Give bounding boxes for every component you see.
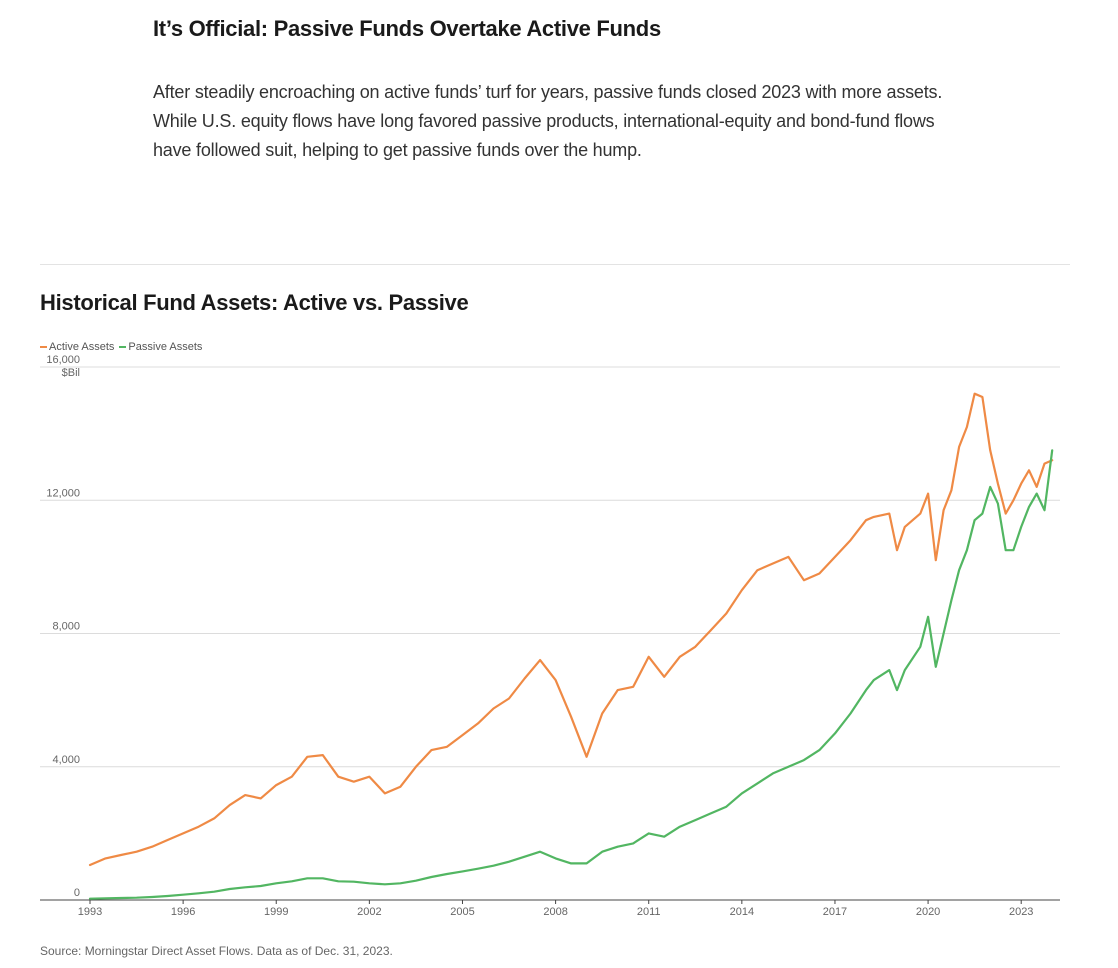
y-tick-label-12000: 12,000: [46, 487, 80, 499]
line-chart: 0 4,000 8,000 12,000 16,000$Bil 1993 1996 1999 2…: [40, 355, 1060, 915]
legend-swatch-active: [40, 346, 47, 348]
y-unit-label: $Bil: [62, 367, 80, 379]
series-line-passive-assets: [88, 449, 1054, 900]
legend-label-passive: Passive Assets: [128, 341, 203, 353]
x-tick-label-2020: 2020: [916, 906, 940, 915]
x-tick-label-2008: 2008: [543, 906, 567, 915]
x-tick-label-2011: 2011: [637, 906, 661, 915]
intro-paragraph: After steadily encroaching on active fun…: [153, 82, 943, 160]
x-tick-label-2023: 2023: [1009, 906, 1033, 915]
legend-swatch-passive: [119, 346, 127, 348]
source-note: Source: Morningstar Direct Asset Flows. …: [40, 944, 393, 958]
x-tick-label-2002: 2002: [357, 906, 381, 915]
x-tick-label-1993: 1993: [78, 906, 102, 915]
x-tick-label-2014: 2014: [730, 906, 754, 915]
x-tick-label-2017: 2017: [823, 906, 847, 915]
x-tick-label-2005: 2005: [450, 906, 474, 915]
legend-label-active: Active Assets: [49, 341, 115, 353]
chart-title: Historical Fund Assets: Active vs. Passi…: [40, 290, 469, 315]
series-line-active-assets: [88, 392, 1054, 867]
y-tick-label-16000: 16,000: [46, 355, 80, 366]
x-tick-label-1996: 1996: [171, 906, 195, 915]
chart-legend: Active Assets Passive Assets: [40, 341, 202, 353]
x-tick-label-1999: 1999: [264, 906, 288, 915]
y-tick-label-0: 0: [74, 887, 80, 899]
page-headline: It’s Official: Passive Funds Overtake Ac…: [153, 16, 661, 41]
section-divider: [40, 264, 1070, 265]
y-tick-label-8000: 8,000: [52, 621, 80, 633]
y-tick-label-4000: 4,000: [52, 754, 80, 766]
legend-item-passive: Passive Assets: [119, 341, 202, 353]
legend-item-active: Active Assets: [40, 341, 114, 353]
